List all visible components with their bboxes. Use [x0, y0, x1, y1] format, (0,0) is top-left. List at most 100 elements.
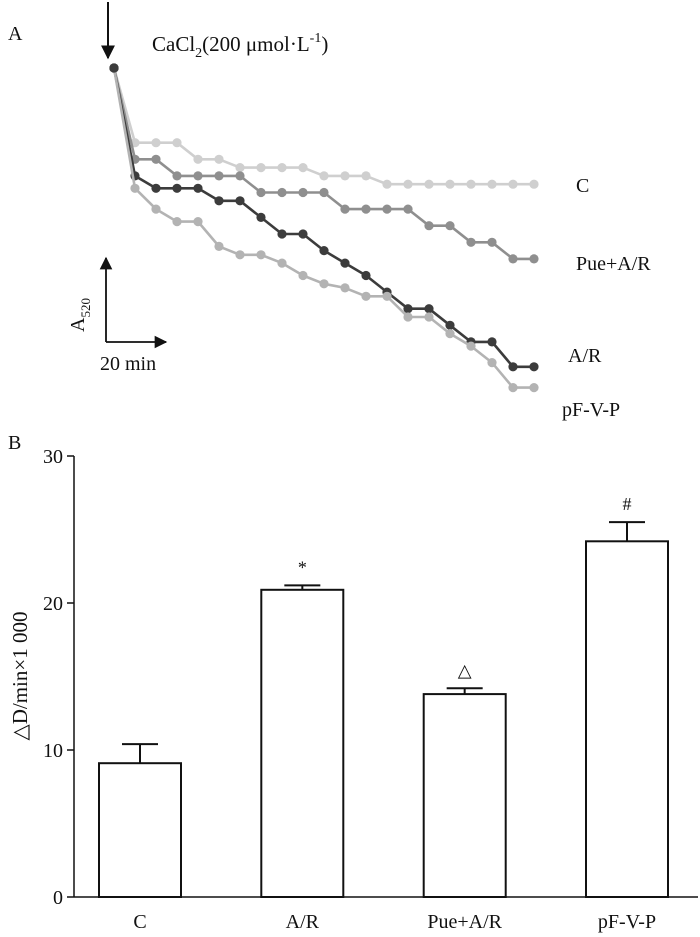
data-point-pue-a-r [445, 221, 455, 231]
data-point-c [172, 138, 182, 148]
data-point-pue-a-r [403, 204, 413, 214]
data-point-pue-a-r [508, 254, 518, 264]
annotation-suffix: ) [321, 32, 328, 56]
data-point-pf-v-p [529, 383, 539, 393]
data-point-pue-a-r [298, 187, 308, 198]
series-label-ar: A/R [568, 345, 602, 367]
data-point-a-r [361, 270, 371, 281]
annotation-prefix: CaCl [152, 32, 195, 56]
y-tick-label: 0 [53, 887, 63, 909]
data-point-a-r [277, 229, 287, 239]
data-point-pf-v-p [277, 258, 287, 268]
data-point-a-r [319, 246, 329, 256]
data-point-pf-v-p [487, 358, 497, 368]
data-point-pue-a-r [319, 187, 329, 198]
data-point-pf-v-p [361, 291, 371, 301]
scale-y-label-subscript: 520 [78, 298, 93, 318]
data-point-a-r [172, 183, 182, 193]
data-point-pf-v-p [214, 241, 224, 251]
data-point-a-r [256, 212, 266, 222]
data-point-pue-a-r [277, 187, 287, 198]
data-point-a-r [193, 183, 203, 193]
data-point-pue-a-r [193, 171, 203, 181]
cacl2-annotation: CaCl2(200 μmol·L-1) [152, 31, 328, 61]
line-series-group [109, 63, 539, 393]
data-point-c [403, 179, 413, 189]
series-label-pfvp: pF-V-P [562, 399, 620, 421]
panel-b-label: B [8, 432, 21, 454]
data-point-c [508, 179, 518, 189]
data-point-a-r [487, 337, 497, 347]
significance-mark-a-r: * [298, 557, 307, 577]
panel-a: A CaCl2(200 μmol·L-1) C Pue+A/R A/R pF-V… [8, 2, 651, 421]
panel-a-label: A [8, 23, 23, 45]
category-label-pue-a-r: Pue+A/R [427, 911, 502, 933]
data-point-pf-v-p [235, 250, 245, 260]
series-line-c [112, 67, 534, 186]
data-point-a-r [424, 304, 434, 314]
data-point-c [235, 163, 245, 173]
scale-bar: A520 20 min [67, 256, 168, 375]
y-axis-title: △D/min×1 000 [8, 612, 32, 741]
data-point-a-r [340, 258, 350, 268]
data-point-pue-a-r [214, 171, 224, 181]
y-tick-label: 30 [43, 446, 63, 468]
data-point-c [340, 171, 350, 181]
data-point-a-r [298, 229, 308, 239]
data-point-pue-a-r [256, 187, 266, 198]
data-point-pf-v-p [424, 312, 434, 322]
annotation-text: (200 μmol·L [202, 32, 310, 56]
significance-mark-pf-v-p: # [623, 494, 632, 514]
data-point-a-r [151, 183, 161, 193]
data-point-pf-v-p [130, 183, 140, 193]
bar-group: C * A/R △ Pue+A/R # pF-V-P [98, 494, 669, 933]
series-label-c: C [576, 175, 589, 197]
bar-c [98, 762, 182, 899]
scale-y-label-main: A [67, 317, 89, 332]
category-label-pf-v-p: pF-V-P [598, 911, 656, 933]
data-point-a-r [403, 304, 413, 314]
data-point-pf-v-p [172, 217, 182, 227]
bar-a-r [260, 588, 345, 898]
data-point-pf-v-p [466, 341, 476, 351]
scale-bar-y-label: A520 [67, 298, 93, 332]
scale-bar-x-label: 20 min [100, 353, 156, 375]
data-point-c [361, 171, 371, 181]
data-point-a-r [529, 362, 539, 372]
data-point-pue-a-r [466, 237, 476, 247]
data-point-pue-a-r [172, 171, 182, 181]
data-point-pue-a-r [382, 204, 392, 214]
data-point-c [151, 138, 161, 148]
panel-b: B △D/min×1 000 0 10 20 30 C * A/R △ Pue+A/R # pF-… [8, 432, 698, 933]
series-start-point [109, 63, 119, 73]
data-point-a-r [508, 362, 518, 372]
data-point-pf-v-p [403, 312, 413, 322]
annotation-superscript: -1 [310, 31, 322, 46]
data-point-pf-v-p [445, 329, 455, 339]
series-label-pue-ar: Pue+A/R [576, 253, 651, 275]
data-point-c [277, 163, 287, 173]
data-point-pue-a-r [361, 204, 371, 214]
data-point-pue-a-r [424, 221, 434, 231]
data-point-pf-v-p [298, 270, 308, 281]
y-tick-label: 10 [43, 740, 63, 762]
data-point-a-r [235, 196, 245, 206]
y-tick-group: 0 10 20 30 [43, 446, 74, 909]
data-point-c [214, 154, 224, 164]
data-point-pue-a-r [340, 204, 350, 214]
data-point-c [529, 179, 539, 189]
data-point-pf-v-p [382, 291, 392, 301]
series-line-pue-a-r [112, 67, 534, 261]
data-point-pf-v-p [151, 204, 161, 214]
data-point-c [193, 154, 203, 164]
significance-mark-pue-a-r: △ [458, 660, 472, 680]
data-point-pue-a-r [235, 171, 245, 181]
data-point-c [256, 163, 266, 173]
data-point-pf-v-p [193, 217, 203, 227]
data-point-pue-a-r [487, 237, 497, 247]
data-point-c [487, 179, 497, 189]
data-point-a-r [445, 320, 455, 330]
data-point-a-r [214, 196, 224, 206]
data-point-pf-v-p [508, 383, 518, 393]
